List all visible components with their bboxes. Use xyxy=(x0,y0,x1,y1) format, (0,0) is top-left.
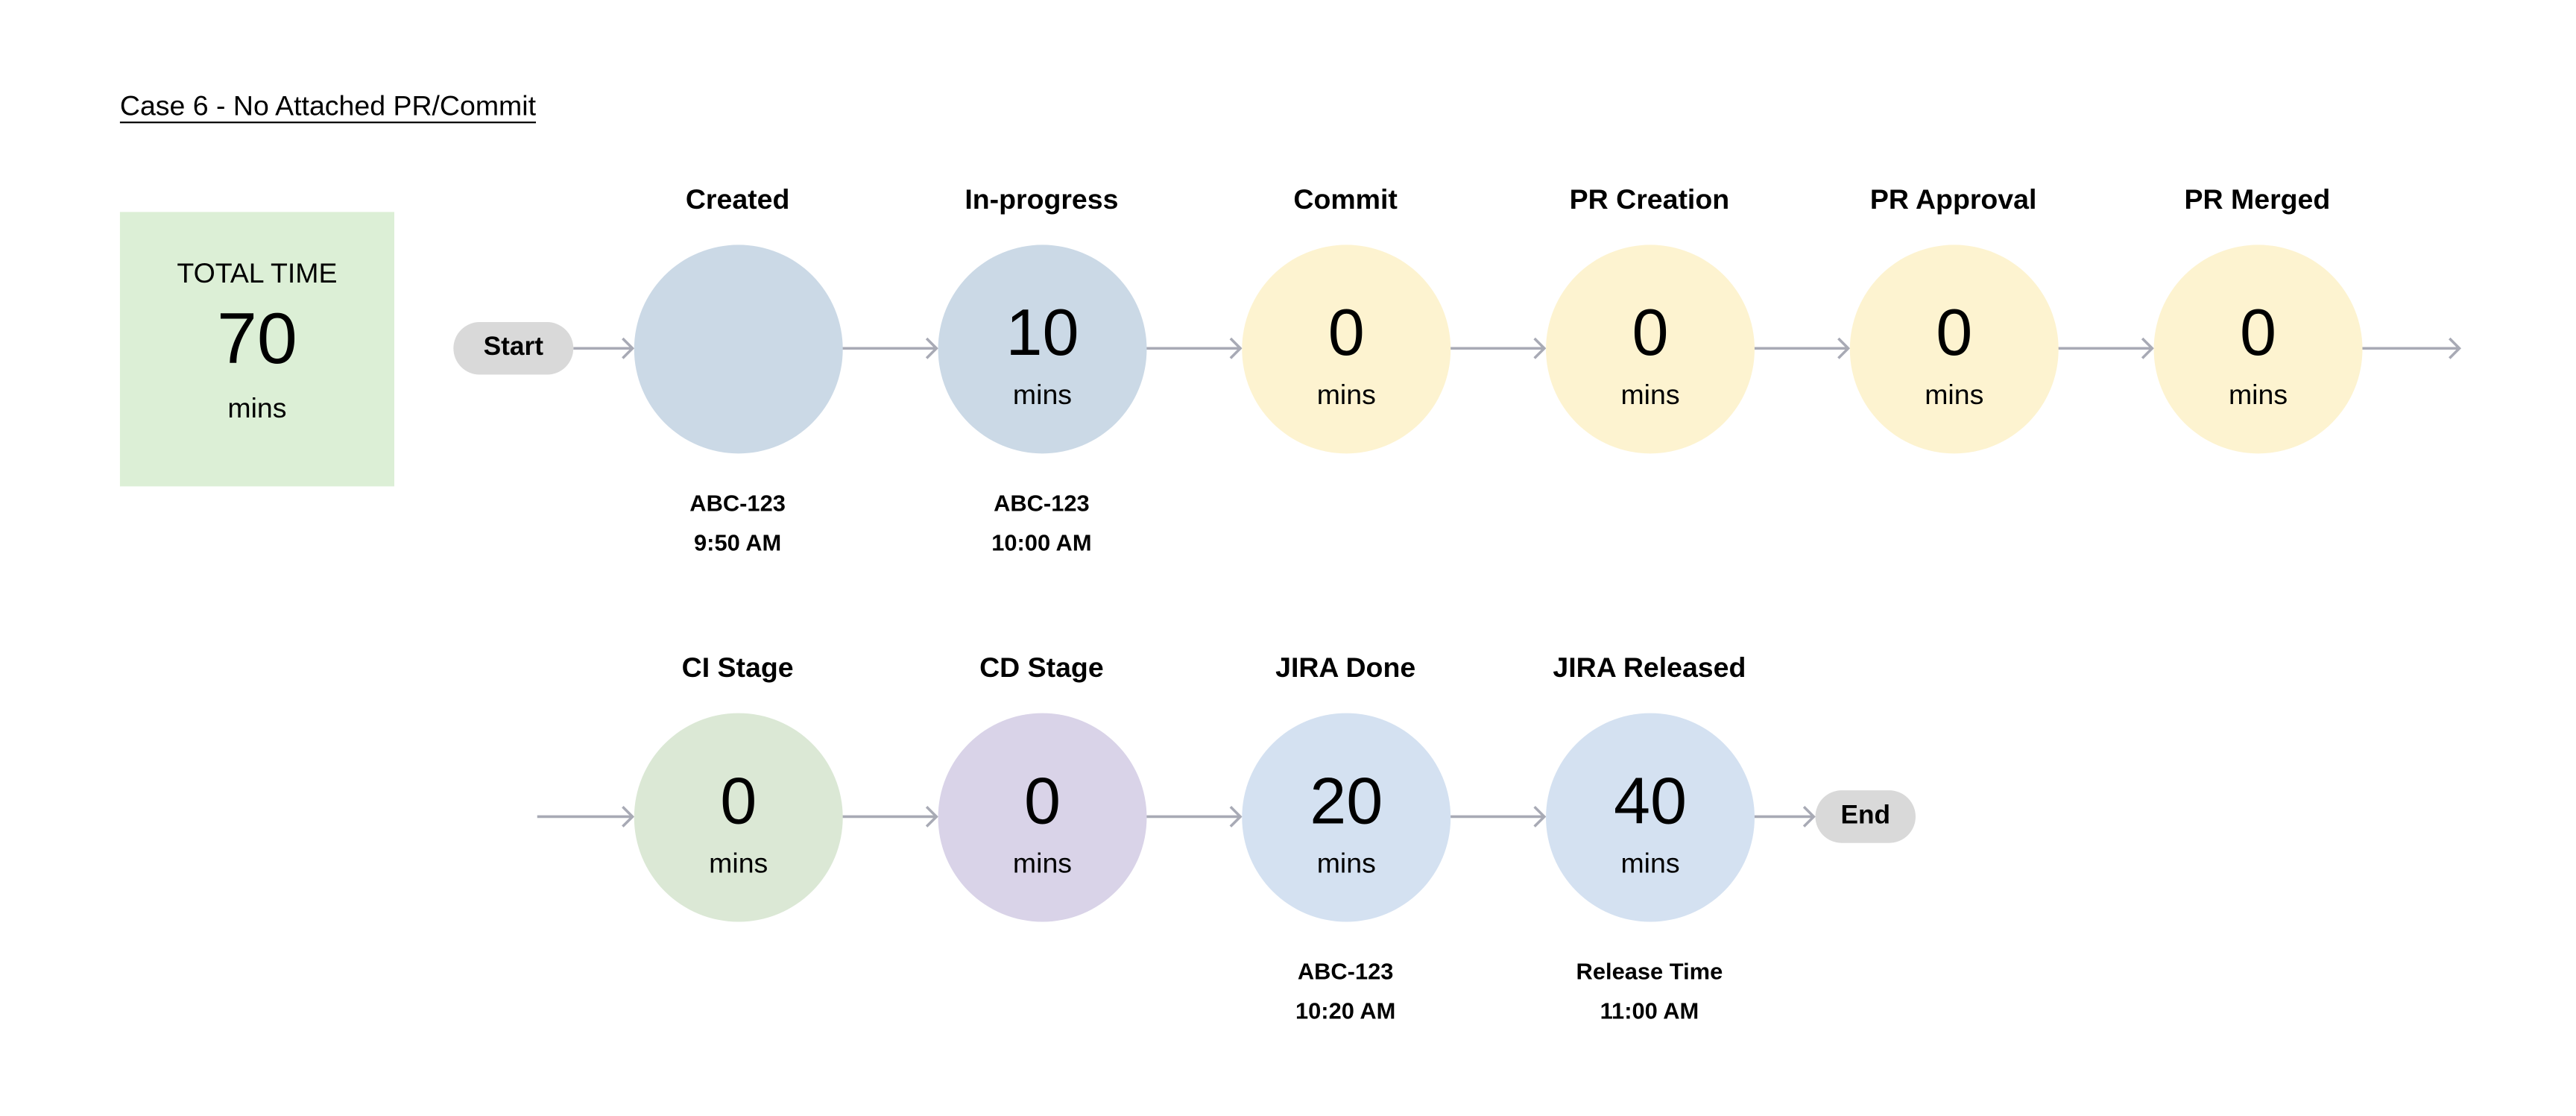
stage-detail-line: 10:20 AM xyxy=(1295,997,1396,1024)
stage-duration-unit: mins xyxy=(1012,379,1073,412)
stage-label-commit: Commit xyxy=(1293,183,1398,215)
arrow xyxy=(1449,805,1547,827)
stage-node-pr-creation: 0 mins xyxy=(1546,245,1755,454)
stage-label-created: Created xyxy=(685,183,790,215)
stage-duration-value: 0 xyxy=(1632,297,1669,370)
stage-detail-line: ABC-123 xyxy=(1297,957,1394,985)
stage-detail-line: Release Time xyxy=(1576,957,1723,985)
arrow xyxy=(2056,337,2154,359)
arrow xyxy=(1145,805,1243,827)
stage-node-ci-stage: 0 mins xyxy=(634,713,843,922)
stage-label-jira-done: JIRA Done xyxy=(1275,652,1416,684)
arrow xyxy=(1752,337,1851,359)
stage-node-jira-done: 20 mins xyxy=(1242,713,1451,922)
stage-node-commit: 0 mins xyxy=(1242,245,1451,454)
arrow xyxy=(2361,337,2462,359)
stage-label-jira-released: JIRA Released xyxy=(1553,652,1746,684)
total-time-label: TOTAL TIME xyxy=(177,258,338,289)
stage-duration-value: 10 xyxy=(1006,297,1079,370)
stage-label-pr-merged: PR Merged xyxy=(2184,183,2331,215)
stage-duration-unit: mins xyxy=(1012,848,1073,880)
stage-node-created xyxy=(634,245,843,454)
stage-label-pr-creation: PR Creation xyxy=(1569,183,1730,215)
stage-duration-unit: mins xyxy=(1316,848,1376,880)
stage-details-in-progress: ABC-123 10:00 AM xyxy=(877,483,1206,562)
stage-duration-value: 0 xyxy=(720,766,757,839)
stage-node-cd-stage: 0 mins xyxy=(938,713,1147,922)
total-time-value: 70 xyxy=(216,299,297,380)
stage-duration-value: 0 xyxy=(1328,297,1365,370)
stage-detail-line: 10:00 AM xyxy=(991,529,1092,555)
case-title: Case 6 - No Attached PR/Commit xyxy=(119,90,537,122)
total-time-unit: mins xyxy=(227,392,287,424)
arrow xyxy=(841,805,938,827)
stage-details-created: ABC-123 9:50 AM xyxy=(573,483,902,562)
stage-node-pr-approval: 0 mins xyxy=(1849,245,2059,454)
stage-detail-line: 9:50 AM xyxy=(694,529,782,555)
stage-duration-value: 20 xyxy=(1310,766,1383,839)
stage-duration-value: 0 xyxy=(1936,297,1973,370)
stage-duration-unit: mins xyxy=(709,848,768,880)
stage-label-ci-stage: CI Stage xyxy=(681,652,794,684)
stage-duration-value: 0 xyxy=(1023,766,1061,839)
arrow xyxy=(537,805,635,827)
stage-duration-unit: mins xyxy=(1316,379,1376,412)
stage-node-pr-merged: 0 mins xyxy=(2153,245,2363,454)
arrow xyxy=(1752,805,1816,827)
stage-duration-unit: mins xyxy=(2228,379,2288,412)
end-node: End xyxy=(1815,790,1916,843)
stage-duration-unit: mins xyxy=(1925,379,1984,412)
stage-duration-value: 40 xyxy=(1613,766,1688,839)
stage-label-pr-approval: PR Approval xyxy=(1869,183,2037,215)
stage-duration-unit: mins xyxy=(1620,848,1680,880)
stage-detail-line: ABC-123 xyxy=(689,489,786,517)
stage-details-jira-done: ABC-123 10:20 AM xyxy=(1181,951,1510,1030)
arrow xyxy=(841,337,938,359)
stage-detail-line: 11:00 AM xyxy=(1600,997,1699,1024)
stage-label-in-progress: In-progress xyxy=(965,183,1119,215)
total-time-box: TOTAL TIME 70 mins xyxy=(119,212,394,487)
start-node: Start xyxy=(453,322,574,375)
stage-duration-unit: mins xyxy=(1620,379,1680,412)
stage-details-jira-released: Release Time 11:00 AM xyxy=(1486,951,1814,1030)
stage-label-cd-stage: CD Stage xyxy=(979,652,1104,684)
stage-node-in-progress: 10 mins xyxy=(938,245,1147,454)
arrow xyxy=(573,337,635,359)
stage-duration-value: 0 xyxy=(2240,297,2277,370)
arrow xyxy=(1145,337,1243,359)
stage-detail-line: ABC-123 xyxy=(994,489,1090,517)
stage-node-jira-released: 40 mins xyxy=(1546,713,1755,922)
arrow xyxy=(1449,337,1547,359)
